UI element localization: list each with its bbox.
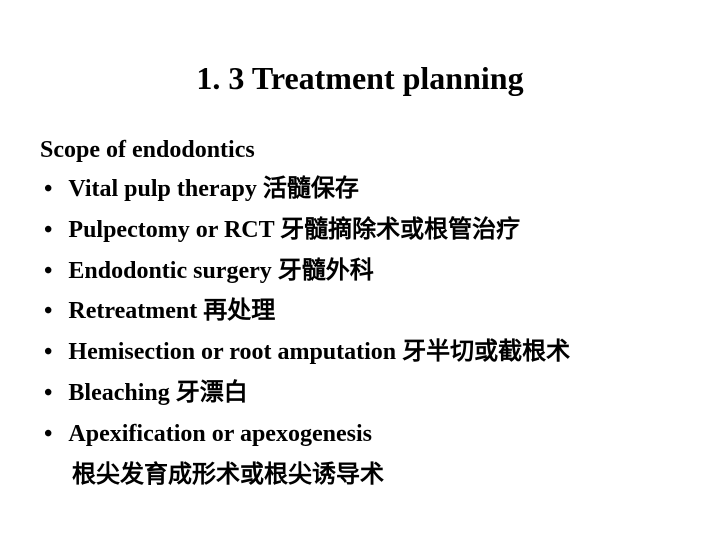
list-item: • Bleaching 牙漂白 (40, 376, 680, 411)
bullet-marker: • (44, 294, 52, 329)
slide-title: 1. 3 Treatment planning (40, 60, 680, 97)
bullet-marker: • (44, 335, 52, 370)
bullet-text: Pulpectomy or RCT 牙髓摘除术或根管治疗 (68, 213, 520, 248)
bullet-text: Hemisection or root amputation 牙半切或截根术 (68, 335, 570, 370)
bullet-text: Bleaching 牙漂白 (68, 376, 247, 411)
list-item: • Apexification or apexogenesis (40, 417, 680, 452)
bullet-marker: • (44, 417, 52, 452)
bullet-text: Apexification or apexogenesis (68, 417, 372, 452)
list-item: • Pulpectomy or RCT 牙髓摘除术或根管治疗 (40, 213, 680, 248)
bullet-marker: • (44, 376, 52, 411)
list-item: • Endodontic surgery 牙髓外科 (40, 254, 680, 289)
bullet-text: Vital pulp therapy 活髓保存 (68, 172, 358, 207)
slide-subtitle: Scope of endodontics (40, 137, 680, 164)
list-item: • Retreatment 再处理 (40, 294, 680, 329)
bullet-list: • Vital pulp therapy 活髓保存 • Pulpectomy o… (40, 172, 680, 452)
list-item: • Hemisection or root amputation 牙半切或截根术 (40, 335, 680, 370)
bullet-text: Endodontic surgery 牙髓外科 (68, 254, 373, 289)
bullet-marker: • (44, 254, 52, 289)
bullet-marker: • (44, 172, 52, 207)
list-item: • Vital pulp therapy 活髓保存 (40, 172, 680, 207)
bullet-text: Retreatment 再处理 (68, 294, 275, 329)
bullet-marker: • (44, 213, 52, 248)
continuation-text: 根尖发育成形术或根尖诱导术 (72, 458, 680, 493)
